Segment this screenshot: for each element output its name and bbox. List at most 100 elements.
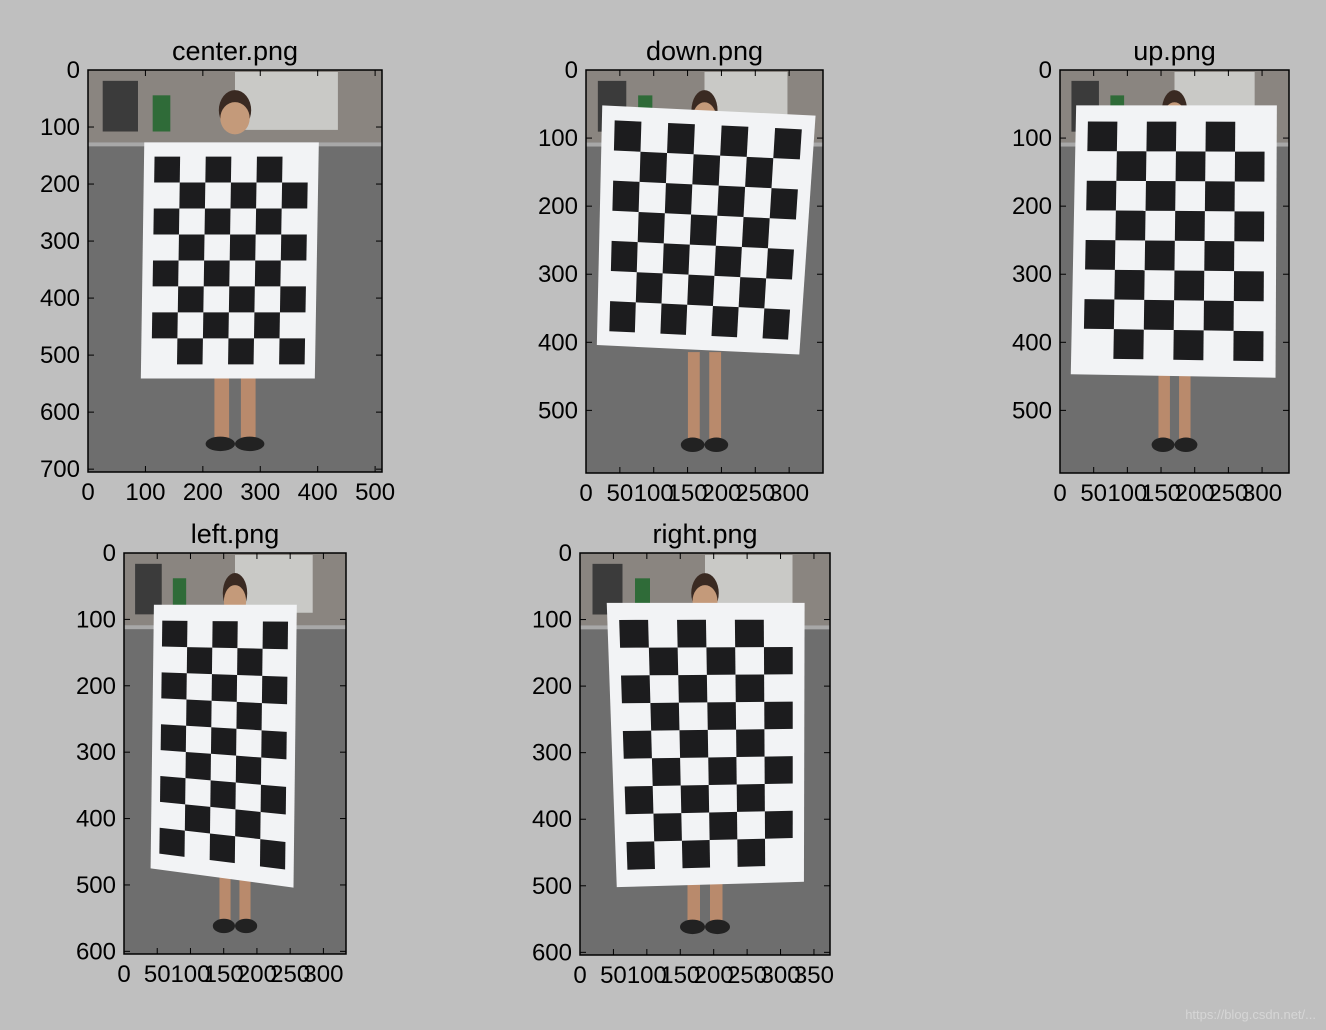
board-square <box>187 647 212 674</box>
board-square <box>255 260 281 286</box>
board-square <box>1114 270 1144 300</box>
x-tick-label: 0 <box>573 962 586 989</box>
y-tick-label: 500 <box>1012 397 1052 424</box>
board-square <box>764 647 793 674</box>
y-tick-label: 300 <box>538 261 578 288</box>
y-tick-label: 0 <box>559 540 572 567</box>
board-square <box>153 209 179 235</box>
board-square <box>280 286 306 312</box>
panel-title: center.png <box>172 36 298 66</box>
sandal-left <box>213 919 235 933</box>
person-leg-right <box>709 352 721 441</box>
board-square <box>1085 240 1115 270</box>
trash-bin <box>153 95 171 131</box>
board-square <box>766 248 794 279</box>
board-square <box>609 301 635 332</box>
board-square <box>1145 240 1175 270</box>
board-square <box>159 828 184 857</box>
panel-title: left.png <box>191 519 280 549</box>
sandal-right <box>235 437 264 451</box>
x-tick-label: 300 <box>303 961 343 988</box>
board-square <box>185 804 210 833</box>
y-tick-label: 0 <box>103 540 116 567</box>
board-square <box>1204 241 1234 271</box>
board-square <box>179 183 205 209</box>
panel-right: right.png0 50 1001502002503003500100200300… <box>532 519 834 989</box>
x-tick-label: 350 <box>794 962 834 989</box>
board-square <box>736 729 764 757</box>
board-square <box>763 308 790 339</box>
board-square <box>1087 122 1117 152</box>
x-tick-label: 0 <box>81 479 94 506</box>
board-square <box>611 241 638 272</box>
panel-title: up.png <box>1133 36 1216 66</box>
board-square <box>660 304 687 335</box>
board-square <box>711 306 738 337</box>
board-square <box>211 727 236 755</box>
x-tick-label: 0 <box>1053 480 1066 507</box>
board-square <box>667 123 695 154</box>
board-square <box>230 234 256 260</box>
board-square <box>687 275 714 306</box>
board-square <box>1146 122 1176 152</box>
board-square <box>663 243 690 274</box>
y-tick-label: 400 <box>40 285 80 312</box>
board-square <box>677 620 706 648</box>
y-tick-label: 100 <box>532 607 572 634</box>
board-square <box>681 785 709 813</box>
y-tick-label: 0 <box>1039 57 1052 84</box>
board-square <box>1084 299 1114 329</box>
sandal-right <box>705 438 729 453</box>
board-square <box>254 312 280 338</box>
board-square <box>160 776 185 804</box>
board-square <box>236 756 261 785</box>
y-tick-label: 200 <box>532 673 572 700</box>
board-square <box>235 809 260 839</box>
board-square <box>636 272 663 303</box>
board-square <box>742 217 770 248</box>
board-square <box>1146 181 1176 211</box>
board-square <box>714 246 741 277</box>
y-tick-label: 700 <box>40 456 80 483</box>
x-tick-label: 300 <box>1242 480 1282 507</box>
board-square <box>261 730 286 759</box>
y-tick-label: 100 <box>1012 125 1052 152</box>
panel-center: center.png 0 100 200 300 400 500 0 100 200 300 400 5… <box>40 36 395 506</box>
board-square <box>210 833 235 863</box>
board-square <box>638 212 665 243</box>
board-square <box>204 260 230 286</box>
y-tick-label: 400 <box>1012 329 1052 356</box>
y-tick-label: 100 <box>40 114 80 141</box>
y-tick-label: 200 <box>538 193 578 220</box>
garage-door <box>235 72 338 130</box>
board-square <box>650 703 679 731</box>
board-square <box>1086 181 1116 211</box>
board-square <box>205 157 231 183</box>
board-square <box>260 839 285 869</box>
board-square <box>237 648 262 676</box>
y-tick-label: 600 <box>40 399 80 426</box>
y-tick-label: 400 <box>532 806 572 833</box>
board-square <box>186 700 211 728</box>
x-tick-label: 0 <box>117 961 130 988</box>
board-square <box>262 676 287 704</box>
board-square <box>720 126 748 157</box>
board-square <box>773 128 802 159</box>
y-tick-label: 200 <box>1012 193 1052 220</box>
board-square <box>256 209 282 235</box>
person-leg-left <box>688 352 700 441</box>
board-square <box>1234 271 1264 301</box>
board-square <box>690 214 717 245</box>
y-tick-label: 600 <box>76 938 116 965</box>
x-tick-label: 50 <box>144 961 171 988</box>
photo-down <box>586 70 823 473</box>
board-square <box>154 157 180 183</box>
y-tick-label: 200 <box>76 673 116 700</box>
board-square <box>229 286 255 312</box>
board-square <box>737 784 765 812</box>
board-square <box>1233 331 1263 361</box>
board-square <box>1176 151 1206 181</box>
board-square <box>1205 181 1235 211</box>
board-square <box>161 724 186 752</box>
